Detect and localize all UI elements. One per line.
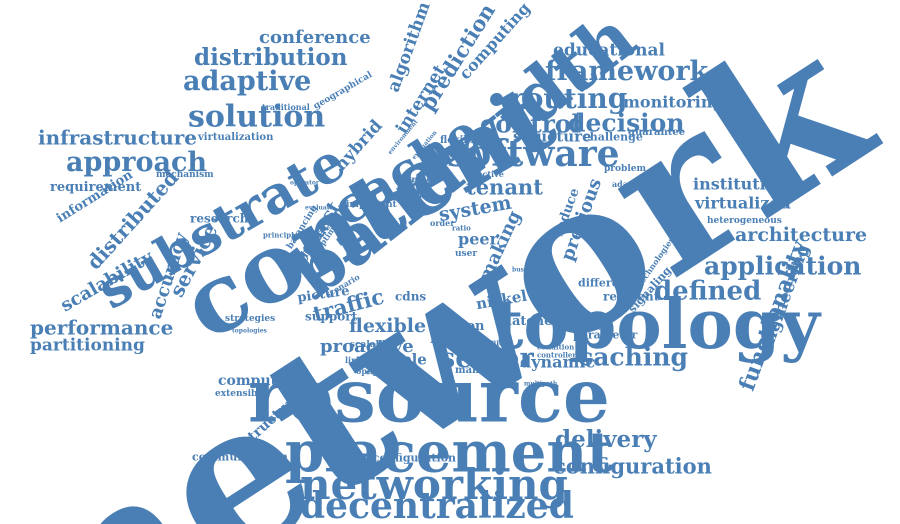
word-topologies: topologies: [232, 327, 267, 335]
word-email: email: [400, 189, 425, 200]
word-delivery: delivery: [555, 426, 657, 454]
word-support: support: [305, 309, 358, 324]
word-equipment: equipment: [366, 367, 409, 377]
word-ratio: ratio: [452, 223, 471, 233]
word-resilient: resilient: [603, 289, 660, 304]
word-communication: communication: [192, 450, 288, 464]
word-monitoring: monitoring: [623, 92, 724, 112]
word-guarantee: guarantee: [628, 127, 686, 139]
word-resource: resource: [248, 353, 611, 440]
word-research: research: [190, 211, 249, 226]
word-principle: principle: [263, 230, 299, 240]
word-order: order: [430, 217, 455, 228]
word-parameter: parameter: [573, 328, 638, 342]
word-institution: institution: [693, 174, 788, 194]
word-different: different: [578, 276, 632, 290]
word-caching: caching: [578, 342, 688, 372]
word-increase: increase: [405, 177, 434, 185]
word-networking: networking: [300, 460, 568, 510]
word-topology: topology: [492, 284, 820, 365]
word-server: server: [440, 342, 534, 374]
word-tenant: tenant: [466, 174, 543, 200]
word-important: important: [346, 199, 397, 210]
word-software: software: [447, 132, 620, 175]
word-mechanism: mechanism: [156, 169, 214, 180]
word-controller: controller: [537, 350, 577, 360]
word-reconfiguration: reconfiguration: [360, 451, 457, 465]
word-managed: managed: [455, 365, 507, 377]
word-evaluate: evaluate: [305, 204, 334, 212]
word-geographical: geographical: [311, 70, 375, 112]
word-computer: computer: [218, 373, 294, 390]
word-infrastructure: infrastructure: [38, 125, 198, 150]
word-virtualization: virtualization: [198, 132, 274, 144]
word-adaptive: adaptive: [183, 65, 312, 97]
word-motion: motion: [433, 318, 485, 334]
word-traditional: traditional: [262, 101, 310, 112]
word-adaptability: adaptability: [612, 178, 666, 189]
word-peer: peer: [458, 229, 498, 249]
word-requirement: requirement: [50, 179, 142, 195]
word-scalable: scalable: [350, 339, 392, 350]
word-strategies: strategies: [225, 313, 276, 324]
word-framework: framework: [545, 55, 709, 87]
word-educational: educational: [553, 40, 665, 61]
word-limitation: limitation: [345, 354, 390, 365]
word-latency: latency: [507, 313, 560, 329]
word-heterogeneous: heterogeneous: [707, 215, 782, 226]
word-routing: routing: [510, 82, 628, 116]
word-condition: condition: [537, 342, 575, 352]
word-problem: problem: [604, 163, 646, 174]
word-virtualized: virtualized: [695, 193, 791, 213]
word-reactive: reactive: [468, 168, 504, 179]
word-dynamic: dynamic: [520, 352, 596, 372]
word-configuration: configuration: [553, 453, 712, 479]
word-operator: operator: [290, 179, 319, 187]
word-history: history: [430, 331, 481, 347]
word-complex: complex: [480, 337, 513, 347]
word-architecture: architecture: [735, 224, 868, 247]
word-decentralized: decentralized: [300, 484, 574, 524]
word-decision: decision: [568, 108, 685, 138]
word-control: control: [480, 109, 581, 139]
word-distribution: distribution: [194, 44, 348, 72]
word-solution: solution: [188, 99, 326, 135]
word-challenge: challenge: [583, 130, 643, 144]
word-structure: structure: [513, 127, 592, 146]
word-application: application: [704, 251, 862, 281]
word-performance: performance: [30, 315, 174, 340]
word-placement: placement: [285, 419, 613, 486]
word-operated: operated: [356, 365, 396, 376]
word-approach: approach: [66, 146, 208, 178]
word-multiple: multiple: [356, 350, 427, 369]
word-conference: conference: [259, 26, 371, 48]
word-user: user: [455, 248, 478, 259]
word-extensible: extensible: [215, 388, 267, 399]
word-business: business: [512, 266, 542, 274]
word-partitioning: partitioning: [30, 335, 145, 356]
word-storage: storage: [398, 173, 432, 184]
word-multipath: multipath: [524, 380, 558, 388]
word-work: work: [396, 186, 413, 194]
word-splitting: splitting: [570, 321, 604, 331]
word-cdns: cdns: [395, 289, 427, 304]
word-defined: defined: [654, 276, 762, 307]
word-flexible: flexible: [349, 315, 427, 338]
word-flexibility: flexibility: [440, 135, 493, 147]
word-proactive: proactive: [320, 335, 414, 357]
